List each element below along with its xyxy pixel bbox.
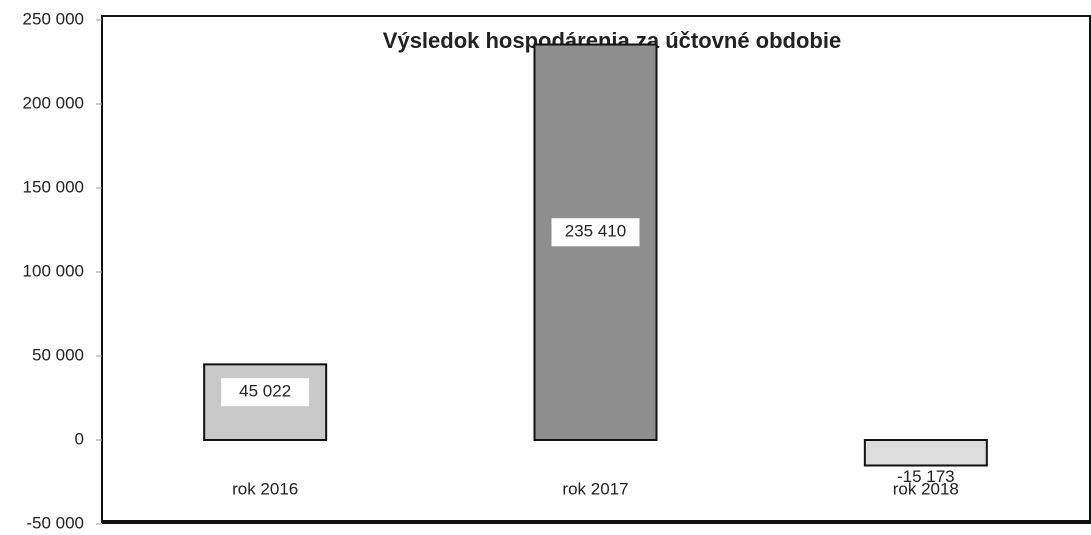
x-tick-label: rok 2016 (232, 479, 298, 498)
value-label: -15 173 (897, 467, 955, 486)
value-label-box (221, 378, 310, 407)
x-tick-label: rok 2017 (562, 479, 628, 498)
y-tick-label: 100 000 (23, 261, 84, 280)
value-label-box (551, 218, 640, 247)
y-tick-label: 150 000 (23, 177, 84, 196)
y-tick-label: 0 (75, 429, 84, 448)
value-label: 45 022 (239, 382, 291, 401)
value-label: 235 410 (565, 222, 626, 241)
y-tick-label: 250 000 (23, 9, 84, 28)
y-tick-label: 50 000 (32, 345, 84, 364)
y-tick-label: -50 000 (26, 513, 84, 532)
x-tick-label: rok 2018 (893, 479, 959, 498)
bar (863, 439, 988, 467)
y-tick-label: 200 000 (23, 93, 84, 112)
